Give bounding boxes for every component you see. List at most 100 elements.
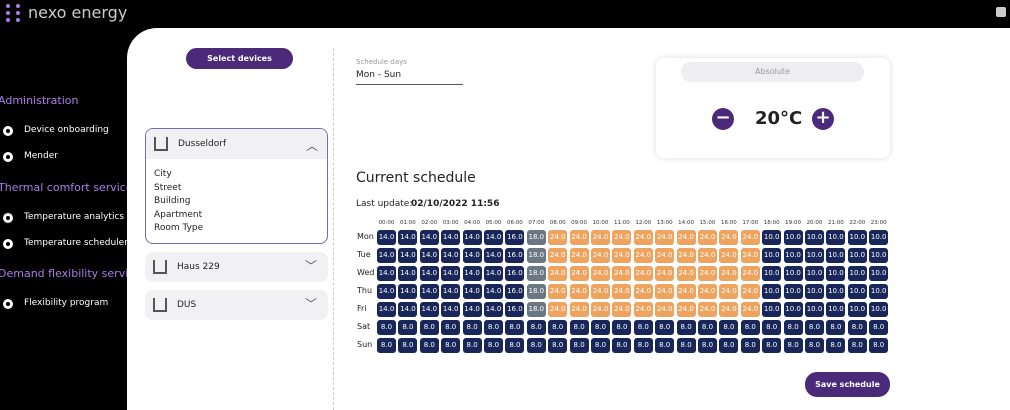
schedule-cell[interactable]: 18.0 [526, 266, 546, 281]
schedule-cell[interactable]: 24.0 [676, 266, 696, 281]
schedule-cell[interactable]: 24.0 [698, 302, 717, 317]
schedule-cell[interactable]: 10.0 [805, 302, 824, 317]
schedule-cell[interactable]: 14.0 [419, 266, 439, 281]
schedule-cell[interactable]: 8.0 [548, 320, 568, 335]
schedule-cell[interactable]: 8.0 [762, 320, 782, 335]
schedule-cell[interactable]: 10.0 [783, 230, 803, 245]
save-schedule-button[interactable]: Save schedule [805, 372, 890, 397]
schedule-cell[interactable]: 24.0 [719, 266, 739, 281]
schedule-cell[interactable]: 16.0 [505, 284, 525, 299]
schedule-cell[interactable]: 8.0 [419, 338, 439, 353]
device-group[interactable]: Haus 229 ﹀ [145, 252, 328, 282]
menu-item[interactable]: Device onboarding [24, 125, 109, 135]
schedule-cell[interactable]: 8.0 [633, 320, 653, 335]
device-group[interactable]: DUS ﹀ [145, 290, 328, 320]
schedule-cell[interactable]: 24.0 [612, 230, 632, 245]
schedule-cell[interactable]: 24.0 [740, 266, 760, 281]
schedule-cell[interactable]: 24.0 [655, 302, 675, 317]
schedule-cell[interactable]: 14.0 [484, 302, 503, 317]
schedule-cell[interactable]: 14.0 [484, 248, 503, 263]
schedule-cell[interactable]: 8.0 [826, 320, 846, 335]
schedule-cell[interactable]: 24.0 [548, 266, 568, 281]
schedule-cell[interactable]: 8.0 [441, 338, 461, 353]
schedule-cell[interactable]: 24.0 [655, 248, 675, 263]
schedule-cell[interactable]: 24.0 [591, 230, 610, 245]
schedule-cell[interactable]: 8.0 [462, 320, 482, 335]
schedule-cell[interactable]: 18.0 [526, 302, 546, 317]
schedule-cell[interactable]: 10.0 [869, 302, 889, 317]
schedule-cell[interactable]: 10.0 [826, 230, 846, 245]
schedule-cell[interactable]: 10.0 [826, 284, 846, 299]
schedule-cell[interactable]: 8.0 [847, 320, 867, 335]
schedule-cell[interactable]: 8.0 [484, 338, 503, 353]
schedule-cell[interactable]: 8.0 [398, 338, 418, 353]
schedule-cell[interactable]: 14.0 [441, 284, 461, 299]
schedule-cell[interactable]: 24.0 [676, 284, 696, 299]
schedule-cell[interactable]: 24.0 [548, 248, 568, 263]
schedule-cell[interactable]: 10.0 [826, 302, 846, 317]
decrease-button[interactable]: − [712, 108, 734, 130]
schedule-cell[interactable]: 10.0 [805, 248, 824, 263]
schedule-cell[interactable]: 24.0 [591, 266, 610, 281]
schedule-cell[interactable]: 8.0 [377, 320, 396, 335]
schedule-cell[interactable]: 16.0 [505, 302, 525, 317]
schedule-cell[interactable]: 24.0 [569, 302, 589, 317]
schedule-cell[interactable]: 24.0 [633, 230, 653, 245]
schedule-cell[interactable]: 10.0 [847, 302, 867, 317]
schedule-cell[interactable]: 8.0 [526, 320, 546, 335]
schedule-cell[interactable]: 24.0 [719, 284, 739, 299]
schedule-cell[interactable]: 24.0 [719, 302, 739, 317]
schedule-cell[interactable]: 24.0 [698, 230, 717, 245]
schedule-cell[interactable]: 8.0 [612, 320, 632, 335]
increase-button[interactable]: + [812, 108, 834, 130]
schedule-cell[interactable]: 24.0 [740, 302, 760, 317]
schedule-cell[interactable]: 10.0 [805, 266, 824, 281]
schedule-cell[interactable]: 24.0 [740, 284, 760, 299]
schedule-cell[interactable]: 8.0 [484, 320, 503, 335]
select-devices-button[interactable]: Select devices [186, 48, 293, 69]
schedule-cell[interactable]: 14.0 [398, 284, 418, 299]
schedule-cell[interactable]: 18.0 [526, 230, 546, 245]
schedule-cell[interactable]: 24.0 [633, 248, 653, 263]
schedule-cell[interactable]: 24.0 [676, 230, 696, 245]
schedule-cell[interactable]: 8.0 [441, 320, 461, 335]
schedule-cell[interactable]: 10.0 [847, 266, 867, 281]
schedule-cell[interactable]: 24.0 [548, 302, 568, 317]
schedule-cell[interactable]: 8.0 [762, 338, 782, 353]
schedule-cell[interactable]: 10.0 [783, 266, 803, 281]
schedule-cell[interactable]: 14.0 [377, 248, 396, 263]
schedule-cell[interactable]: 24.0 [612, 248, 632, 263]
schedule-cell[interactable]: 14.0 [419, 230, 439, 245]
schedule-cell[interactable]: 14.0 [419, 284, 439, 299]
schedule-cell[interactable]: 16.0 [505, 248, 525, 263]
schedule-cell[interactable]: 14.0 [484, 266, 503, 281]
schedule-cell[interactable]: 24.0 [548, 284, 568, 299]
schedule-cell[interactable]: 24.0 [569, 230, 589, 245]
schedule-cell[interactable]: 10.0 [762, 302, 782, 317]
schedule-cell[interactable]: 18.0 [526, 248, 546, 263]
schedule-cell[interactable]: 8.0 [569, 338, 589, 353]
schedule-cell[interactable]: 24.0 [655, 266, 675, 281]
schedule-cell[interactable]: 24.0 [612, 266, 632, 281]
schedule-cell[interactable]: 24.0 [698, 248, 717, 263]
schedule-cell[interactable]: 14.0 [441, 302, 461, 317]
schedule-cell[interactable]: 14.0 [462, 284, 482, 299]
schedule-cell[interactable]: 14.0 [462, 266, 482, 281]
schedule-cell[interactable]: 8.0 [847, 338, 867, 353]
schedule-cell[interactable]: 24.0 [719, 248, 739, 263]
schedule-cell[interactable]: 24.0 [548, 230, 568, 245]
schedule-cell[interactable]: 8.0 [526, 338, 546, 353]
schedule-cell[interactable]: 10.0 [762, 266, 782, 281]
schedule-cell[interactable]: 14.0 [398, 248, 418, 263]
schedule-cell[interactable]: 8.0 [655, 338, 675, 353]
schedule-cell[interactable]: 8.0 [740, 338, 760, 353]
schedule-cell[interactable]: 14.0 [398, 230, 418, 245]
schedule-cell[interactable]: 24.0 [569, 284, 589, 299]
schedule-cell[interactable]: 16.0 [505, 266, 525, 281]
schedule-cell[interactable]: 16.0 [505, 230, 525, 245]
schedule-cell[interactable]: 10.0 [869, 248, 889, 263]
schedule-cell[interactable]: 14.0 [377, 302, 396, 317]
schedule-cell[interactable]: 10.0 [805, 230, 824, 245]
device-group[interactable]: Dusseldorf ︿ City Street Building Apartment… [145, 128, 328, 244]
schedule-cell[interactable]: 24.0 [591, 302, 610, 317]
